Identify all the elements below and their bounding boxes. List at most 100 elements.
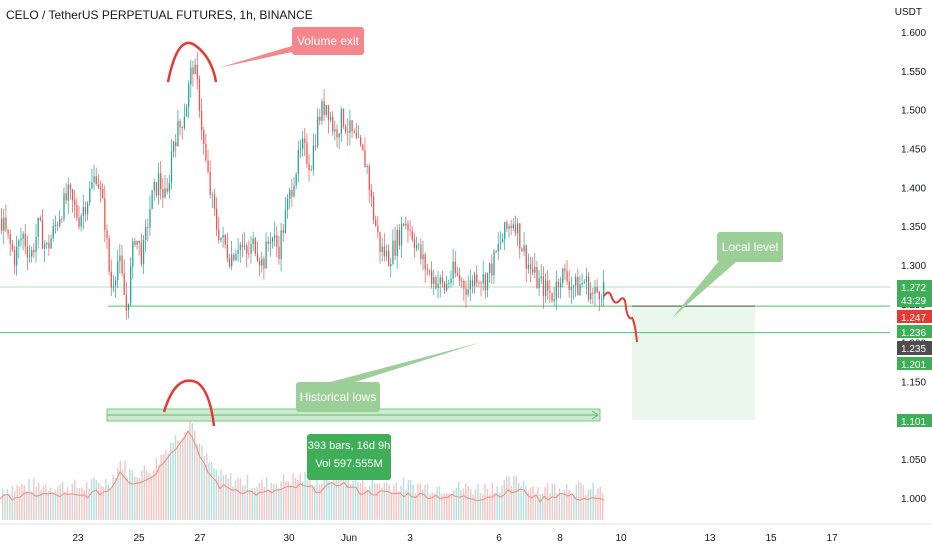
candle-body bbox=[463, 280, 465, 289]
x-tick-label: 6 bbox=[496, 533, 502, 544]
volume-bar bbox=[162, 454, 165, 520]
volume-bar bbox=[155, 458, 157, 520]
candle-body bbox=[69, 184, 72, 190]
volume-bar bbox=[388, 484, 390, 520]
candle-body bbox=[381, 246, 383, 253]
candle-body bbox=[474, 274, 476, 287]
volume-bar bbox=[294, 477, 297, 520]
candle-body bbox=[431, 270, 433, 284]
candle-body bbox=[110, 271, 112, 288]
volume-bar bbox=[38, 482, 40, 520]
volume-bar bbox=[131, 470, 133, 520]
y-tick-label: 1.000 bbox=[901, 494, 926, 505]
candle-body bbox=[480, 282, 482, 284]
candle-body bbox=[33, 250, 35, 253]
volume-bar bbox=[390, 492, 393, 520]
volume-bar bbox=[114, 477, 117, 520]
volume-bar bbox=[515, 476, 517, 520]
candle-body bbox=[375, 219, 377, 226]
volume-bar bbox=[410, 479, 412, 520]
volume-bar bbox=[570, 493, 573, 520]
date-range-arrowhead bbox=[591, 410, 599, 420]
candle-body bbox=[489, 263, 491, 273]
candle-body bbox=[377, 225, 379, 233]
volume-bar bbox=[208, 462, 210, 520]
volume-bar bbox=[400, 485, 402, 520]
volume-top-arc bbox=[162, 379, 216, 427]
candle-body bbox=[439, 277, 441, 284]
volume-bar bbox=[369, 485, 371, 520]
volume-bar bbox=[153, 469, 155, 520]
volume-bar bbox=[498, 492, 501, 520]
volume-bar bbox=[47, 490, 49, 520]
volume-bar bbox=[386, 482, 388, 520]
volume-bar bbox=[489, 494, 491, 520]
volume-bar bbox=[590, 488, 592, 520]
volume-bar bbox=[426, 483, 429, 520]
candle-body bbox=[7, 229, 9, 235]
volume-bar bbox=[438, 486, 441, 520]
candle-body bbox=[250, 244, 252, 254]
volume-bar bbox=[287, 481, 289, 520]
candle-body bbox=[286, 198, 289, 211]
volume-bar bbox=[201, 445, 203, 520]
candle-body bbox=[428, 270, 431, 272]
volume-bar bbox=[354, 476, 357, 520]
volume-bar bbox=[350, 484, 352, 520]
volume-bar bbox=[419, 483, 421, 520]
x-tick-label: 15 bbox=[765, 533, 777, 544]
candle-body bbox=[514, 224, 517, 234]
candle-body bbox=[353, 131, 355, 133]
candle-body bbox=[491, 263, 493, 276]
volume-bar bbox=[194, 430, 196, 520]
volume-bar bbox=[407, 479, 409, 520]
volume-bar bbox=[422, 489, 424, 520]
volume-bar bbox=[530, 487, 532, 520]
candle-body bbox=[106, 229, 108, 239]
candle-body bbox=[349, 120, 351, 133]
candle-body bbox=[121, 255, 123, 274]
volume-bar bbox=[376, 484, 378, 520]
volume-exit-pointer bbox=[218, 46, 292, 68]
volume-bar bbox=[467, 486, 469, 520]
candle-body bbox=[239, 244, 241, 250]
volume-bar bbox=[563, 489, 565, 520]
candle-body bbox=[142, 239, 145, 265]
candle-body bbox=[93, 176, 95, 183]
volume-bar bbox=[14, 490, 16, 520]
volume-bar bbox=[234, 480, 237, 520]
candle-body bbox=[366, 166, 368, 168]
candle-body bbox=[413, 239, 416, 249]
candle-body bbox=[308, 164, 310, 171]
volume-bar bbox=[4, 494, 6, 520]
candle-body bbox=[166, 188, 168, 192]
candle-body bbox=[572, 285, 575, 287]
candle-body bbox=[433, 277, 435, 284]
volume-bar bbox=[57, 486, 59, 520]
volume-bar bbox=[592, 483, 594, 520]
candle-body bbox=[282, 230, 284, 233]
candle-body bbox=[334, 129, 336, 132]
volume-bar bbox=[251, 488, 253, 520]
volume-bar bbox=[81, 487, 83, 520]
volume-bar bbox=[443, 493, 445, 520]
candle-body bbox=[325, 105, 327, 115]
candle-body bbox=[575, 277, 577, 286]
candle-body bbox=[173, 141, 175, 152]
volume-bar bbox=[383, 482, 385, 520]
volume-bar bbox=[566, 484, 568, 520]
volume-bar bbox=[258, 483, 261, 520]
volume-bar bbox=[182, 437, 184, 520]
volume-bar bbox=[88, 488, 90, 520]
x-tick-label: 27 bbox=[194, 533, 206, 544]
candle-body bbox=[289, 189, 291, 199]
candle-body bbox=[67, 184, 69, 201]
candle-body bbox=[91, 182, 93, 189]
volume-bar bbox=[587, 489, 589, 520]
candle-body bbox=[443, 282, 446, 291]
volume-bar bbox=[578, 481, 580, 520]
volume-bar bbox=[412, 484, 414, 520]
volume-bar bbox=[198, 443, 201, 520]
